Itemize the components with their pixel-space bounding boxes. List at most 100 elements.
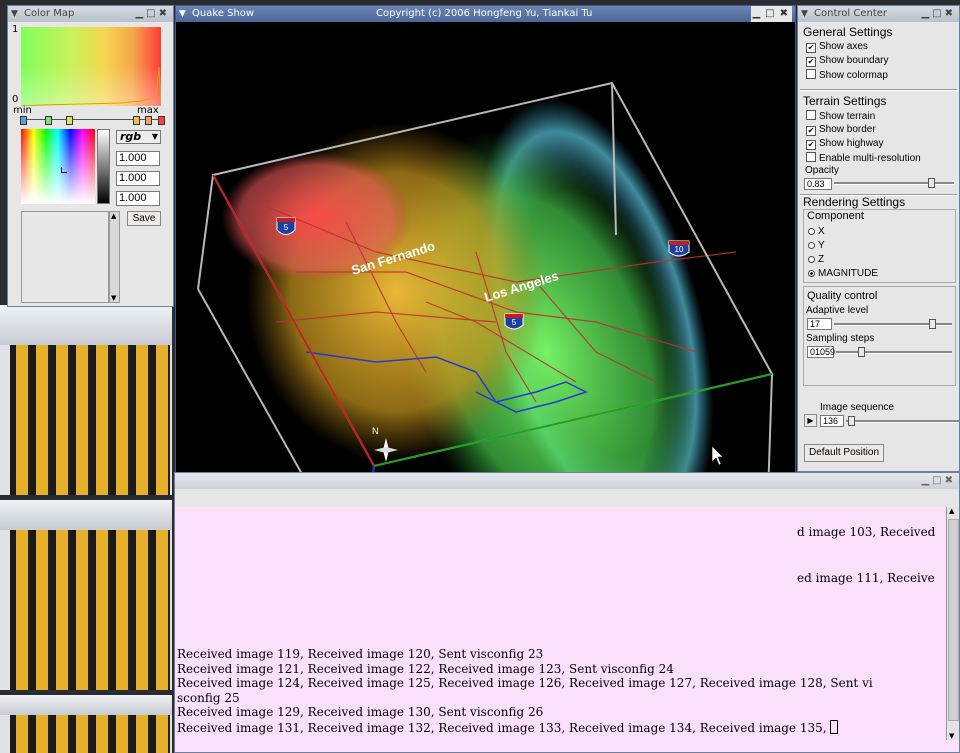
window-title: Color Map <box>24 8 75 19</box>
window-menu-icon[interactable]: ▼ <box>11 9 18 19</box>
svg-text:5: 5 <box>284 223 289 232</box>
component-x-radio[interactable]: X <box>808 226 825 237</box>
opacity-label: Opacity <box>805 165 839 176</box>
highway-shield-icon: 5 <box>504 313 524 330</box>
console-window: ▁□✖ d image 103, Received ed image 111, … <box>174 472 960 753</box>
show-boundary-checkbox[interactable]: ✔ Show boundary <box>806 55 889 67</box>
control-center-window: ▼ Control Center ▁□✖ General Settings ✔ S… <box>797 5 960 472</box>
minimize-icon[interactable]: ▁ <box>921 8 933 19</box>
list-scrollbar[interactable]: ▲ ▼ <box>109 211 120 303</box>
window-menu-icon[interactable]: ▼ <box>179 9 186 19</box>
sampling-steps-value[interactable]: 01059 <box>807 346 835 358</box>
component-z-radio[interactable]: Z <box>808 254 824 265</box>
control-center-titlebar[interactable]: ▼ Control Center ▁□✖ <box>798 6 959 22</box>
control-point[interactable] <box>45 116 52 125</box>
north-compass-icon <box>374 438 398 462</box>
console-toolbar-strip <box>175 489 959 507</box>
quality-control-title: Quality control <box>807 290 878 302</box>
image-sequence-slider[interactable] <box>846 416 959 426</box>
highway-shield-icon: 10 <box>668 240 690 257</box>
console-scrollbar[interactable]: ▲ ▼ <box>946 507 959 740</box>
adaptive-level-label: Adaptive level <box>806 305 869 316</box>
colormap-window: ▼ Color Map ▁□✖ 1 0 min max rgb ▼ 1.000 … <box>7 5 174 307</box>
control-point[interactable] <box>158 116 165 125</box>
scroll-up-icon[interactable]: ▲ <box>111 212 117 220</box>
component-label: Component <box>807 210 864 222</box>
window-subtitle: Copyright (c) 2006 Hongfeng Yu, Tiankai … <box>376 8 593 19</box>
show-terrain-checkbox[interactable]: Show terrain <box>806 110 875 122</box>
show-border-checkbox[interactable]: ✔ Show border <box>806 124 876 136</box>
show-axes-checkbox[interactable]: ✔ Show axes <box>806 41 868 53</box>
slider-thumb[interactable] <box>848 416 855 426</box>
color-mode-select[interactable]: rgb ▼ <box>116 130 161 144</box>
console-line: Received image 131, Received image 132, … <box>177 719 945 736</box>
console-output: Received image 119, Received image 120, … <box>177 647 945 735</box>
console-titlebar[interactable]: ▁□✖ <box>175 473 959 489</box>
brightness-slider[interactable] <box>97 129 110 204</box>
close-icon[interactable]: ✖ <box>158 8 170 19</box>
colormap-titlebar[interactable]: ▼ Color Map ▁□✖ <box>8 6 173 22</box>
terrain-settings-title: Terrain Settings <box>803 94 887 108</box>
maximize-icon[interactable]: □ <box>146 8 159 19</box>
maximize-icon[interactable]: □ <box>932 8 945 19</box>
component-magnitude-radio[interactable]: MAGNITUDE <box>808 268 878 279</box>
quake-show-titlebar[interactable]: ▼ Quake Show Copyright (c) 2006 Hongfeng… <box>176 6 795 22</box>
control-point[interactable] <box>66 116 73 125</box>
close-icon[interactable]: ✖ <box>944 8 956 19</box>
general-settings-title: General Settings <box>803 25 893 39</box>
control-point[interactable] <box>145 116 152 125</box>
console-line: Received image 129, Received image 130, … <box>177 705 544 719</box>
maximize-icon[interactable]: □ <box>764 6 779 22</box>
console-line: Received image 119, Received image 120, … <box>177 647 544 661</box>
opacity-slider[interactable] <box>834 178 954 188</box>
sampling-steps-label: Sampling steps <box>806 333 875 344</box>
maximize-icon[interactable]: □ <box>932 475 945 486</box>
image-sequence-label: Image sequence <box>820 402 894 413</box>
control-point[interactable] <box>133 116 140 125</box>
close-icon[interactable]: ✖ <box>778 6 792 22</box>
earthquake-volume-render[interactable]: N 5 10 5 San Fernando Los Angeles <box>176 22 795 642</box>
color-picker[interactable] <box>21 129 95 204</box>
minimize-icon[interactable]: ▁ <box>135 8 147 19</box>
rendering-settings-title: Rendering Settings <box>803 195 906 209</box>
svg-text:5: 5 <box>512 318 517 327</box>
quality-group: Quality control Adaptive level 17 Sampli… <box>803 286 956 386</box>
scroll-down-icon[interactable]: ▼ <box>111 294 117 302</box>
minimize-icon[interactable]: ▁ <box>751 6 765 22</box>
slider-thumb[interactable] <box>928 178 935 188</box>
component-y-radio[interactable]: Y <box>808 240 825 251</box>
divider <box>800 89 957 91</box>
multi-resolution-checkbox[interactable]: Enable multi-resolution <box>806 152 921 164</box>
default-position-button[interactable]: Default Position <box>804 444 884 462</box>
slider-thumb[interactable] <box>858 347 865 357</box>
show-highway-checkbox[interactable]: ✔ Show highway <box>806 138 884 150</box>
colormap-gradient[interactable] <box>21 27 161 106</box>
save-button[interactable]: Save <box>127 211 161 226</box>
close-icon[interactable]: ✖ <box>944 475 956 486</box>
colormap-axis-bottom: 0 <box>12 94 19 105</box>
slider-thumb[interactable] <box>929 319 936 329</box>
window-title: Control Center <box>814 8 887 19</box>
image-sequence-value[interactable]: 136 <box>820 415 844 427</box>
scroll-down-icon[interactable]: ▼ <box>949 732 955 740</box>
scroll-up-icon[interactable]: ▲ <box>949 507 955 515</box>
control-point[interactable] <box>20 116 27 125</box>
play-button[interactable]: ▶ <box>804 414 817 427</box>
colormap-list[interactable] <box>21 211 109 303</box>
show-colormap-checkbox[interactable]: Show colormap <box>806 69 888 81</box>
color-value-field[interactable]: 1.000 <box>116 171 160 186</box>
mouse-cursor-icon <box>711 445 724 466</box>
adaptive-level-slider[interactable] <box>834 319 952 329</box>
adaptive-level-value[interactable]: 17 <box>807 318 832 330</box>
control-point-track[interactable] <box>20 116 165 125</box>
color-value-field[interactable]: 1.000 <box>116 151 160 166</box>
sampling-steps-slider[interactable] <box>836 347 952 357</box>
minimize-icon[interactable]: ▁ <box>921 475 933 486</box>
scroll-thumb[interactable] <box>948 519 959 721</box>
supercomputer-photo <box>0 500 172 690</box>
svg-text:10: 10 <box>675 245 684 254</box>
color-value-field[interactable]: 1.000 <box>116 191 160 206</box>
opacity-value[interactable]: 0.83 <box>804 178 832 190</box>
window-menu-icon[interactable]: ▼ <box>801 9 808 19</box>
picker-cursor <box>61 167 67 173</box>
